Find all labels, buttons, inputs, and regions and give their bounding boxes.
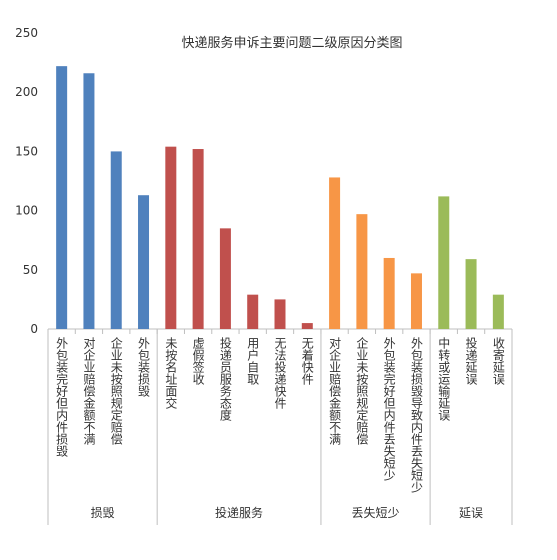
x-tick-label: 投递员服务态度 (218, 336, 232, 421)
bar (438, 196, 450, 329)
group-label: 投递服务 (215, 505, 263, 520)
bar (110, 151, 122, 329)
y-tick-label: 0 (30, 322, 38, 336)
x-tick-label: 外包装完好但内件损毁 (55, 337, 69, 457)
bar (301, 323, 313, 329)
x-tick-label: 收寄延误 (491, 337, 505, 386)
bar (165, 146, 177, 329)
bar (56, 66, 68, 329)
bar (138, 195, 150, 329)
x-tick-label: 外包装损毁 (137, 337, 151, 397)
x-tick-label: 用户自取 (246, 337, 260, 385)
bar (356, 214, 368, 329)
group-label: 损毁 (91, 505, 115, 520)
bar (465, 259, 477, 329)
y-tick-label: 150 (15, 144, 38, 158)
x-tick-label: 外包装完好但内件丢失短少 (382, 337, 396, 481)
bar (329, 177, 341, 329)
bar (83, 73, 95, 329)
bar (383, 257, 395, 329)
group-label: 丢失短少 (352, 505, 400, 520)
y-tick-label: 50 (23, 263, 38, 277)
group-label: 延误 (459, 506, 483, 520)
x-tick-label: 对企业赔偿金额不满 (82, 337, 96, 445)
bar (492, 294, 504, 329)
x-tick-label: 对企业赔偿金额不满 (328, 337, 342, 445)
chart-title: 快递服务申诉主要问题二级原因分类图 (181, 35, 402, 51)
bar (410, 273, 422, 329)
x-tick-label: 虚假签收 (191, 337, 205, 386)
x-tick-label: 未按名址面交 (164, 337, 178, 410)
bar (192, 149, 204, 329)
x-tick-label: 企业未按照规定赔偿 (109, 336, 123, 445)
x-tick-label: 无法投递快件 (273, 337, 287, 409)
x-tick-label: 企业未按照规定赔偿 (355, 336, 369, 445)
y-tick-label: 250 (15, 26, 38, 40)
x-tick-label: 无着快件 (300, 337, 314, 385)
x-tick-label: 投递延误 (464, 336, 478, 386)
x-tick-label: 外包装损毁导致内件丢失短少 (409, 337, 423, 493)
x-tick-label: 中转或运输延误 (437, 336, 451, 422)
y-tick-label: 200 (15, 85, 38, 99)
bar (274, 299, 286, 329)
bar (247, 294, 259, 329)
y-tick-label: 100 (15, 204, 38, 218)
bar (219, 228, 231, 329)
